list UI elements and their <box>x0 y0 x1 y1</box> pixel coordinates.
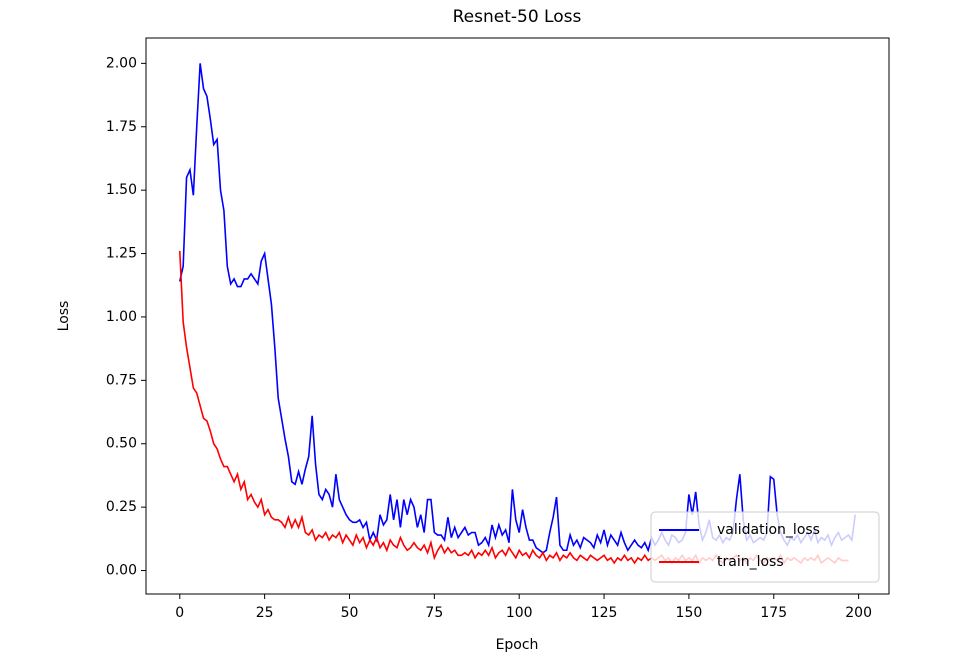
x-axis-label: Epoch <box>496 637 539 653</box>
x-tick-label: 150 <box>676 605 703 621</box>
x-tick-label: 50 <box>341 605 359 621</box>
y-tick-label: 0.25 <box>106 499 137 515</box>
data-line <box>178 63 857 554</box>
y-tick-label: 2.00 <box>106 55 137 71</box>
x-tick-label: 200 <box>845 605 872 621</box>
legend-label: validation_loss <box>717 522 820 538</box>
y-tick-label: 0.75 <box>106 372 137 388</box>
y-tick-label: 0.00 <box>106 563 137 579</box>
chart-title: Resnet-50 Loss <box>453 7 582 27</box>
y-tick-label: 1.50 <box>106 182 137 198</box>
plot-frame <box>145 37 890 595</box>
x-tick-label: 75 <box>425 605 443 621</box>
x-tick-label: 175 <box>760 605 787 621</box>
legend: validation_loss train_loss <box>650 511 880 583</box>
legend-box <box>650 511 880 583</box>
x-tick-label: 125 <box>591 605 618 621</box>
x-tick-label: 100 <box>506 605 533 621</box>
y-tick-label: 1.75 <box>106 119 137 135</box>
y-axis-label: Loss <box>56 301 72 332</box>
y-tick-label: 1.00 <box>106 309 137 325</box>
legend-label: train_loss <box>717 554 784 570</box>
y-tick-label: 1.25 <box>106 246 137 262</box>
x-tick-label: 0 <box>175 605 184 621</box>
y-tick-label: 0.50 <box>106 436 137 452</box>
x-tick-label: 25 <box>256 605 274 621</box>
